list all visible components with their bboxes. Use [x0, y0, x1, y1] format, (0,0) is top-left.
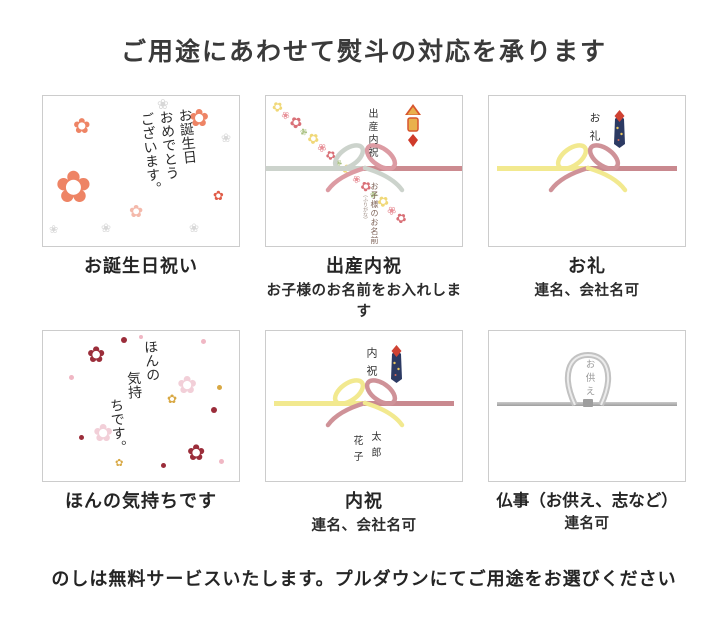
noshi-label: 内祝 — [365, 347, 377, 383]
dot — [121, 337, 127, 343]
dot — [219, 459, 224, 464]
noshi-caption: ほんの気持ちです — [65, 491, 217, 511]
noshi-note — [42, 514, 240, 532]
dot — [79, 435, 84, 440]
noshi-caption: 内祝 — [345, 491, 383, 511]
dot — [201, 339, 206, 344]
noshi-grid: ✿ ✿ ✿ ✿ ✿ ❀ ❀ ❀ ❀ ❀ お誕生日 おめでとう ございます。 お誕… — [0, 95, 728, 535]
noshi-sample-token: ✿ ✿ ✿ ✿ ✿ ✿ ほんの 気持 ちです。 — [42, 330, 240, 482]
noshi-note: 連名可 — [564, 516, 610, 532]
noshi-note — [42, 279, 240, 297]
noshi-sample-uchiiwai: 内祝 太郎 花子 — [265, 330, 463, 482]
noshi-note: 連名、会社名可 — [534, 283, 640, 299]
mizuhiki-bow-icon — [325, 378, 405, 428]
flower-icon: ✿ — [167, 392, 178, 406]
flower-outline-icon: ❀ — [49, 223, 59, 236]
noshi-option-birthday: ✿ ✿ ✿ ✿ ✿ ❀ ❀ ❀ ❀ ❀ お誕生日 おめでとう ございます。 お誕… — [42, 95, 240, 321]
flower-icon: ✿ — [213, 189, 224, 204]
noshi-caption: 出産内祝 — [326, 256, 402, 276]
flower-icon: ✿ — [87, 343, 106, 368]
token-calligraphy: ほんの 気持 ちです。 — [102, 339, 165, 474]
noshi-label: 出産内祝 — [366, 108, 377, 160]
ribbon-right-rose — [364, 166, 462, 171]
noshi-caption: お誕生日祝い — [84, 256, 198, 276]
footer-text: のしは無料サービスいたします。プルダウンにてご用途をお選びください — [51, 569, 677, 589]
noshi-option-thanks: お礼 お礼 連名、会社名可 — [488, 95, 686, 321]
noshi-caption: 仏事（お供え、志など） — [496, 491, 678, 510]
noshi-option-buddhist: お供え 仏事（お供え、志など） 連名可 — [488, 330, 686, 535]
noshi-ornament-icon — [614, 110, 625, 148]
noshi-ornament-icon — [391, 345, 402, 383]
noshi-ornament-icon — [405, 104, 421, 147]
flower-icon: ✿ — [55, 162, 92, 213]
flower-icon: ✿ — [177, 371, 198, 399]
sample-name-right: 太郎 — [369, 431, 380, 463]
page-title: ご用途にあわせて熨斗の対応を承ります — [120, 39, 607, 66]
flower-outline-icon: ❀ — [101, 221, 112, 235]
ribbon-right-rose — [587, 166, 677, 171]
flower-icon: ✿ — [129, 202, 144, 222]
mizuhiki-bow-icon — [325, 143, 405, 193]
flower-icon: ✿ — [115, 458, 124, 469]
noshi-option-baby-gift: ✿❀✿✾✿❀✿✾✿❀✿✾✿❀✿ 出産内祝 お子様のお名前 （ふりがな） 出産内祝… — [265, 95, 463, 321]
noshi-sample-buddhist: お供え — [488, 330, 686, 482]
flower-icon: ✿ — [189, 104, 210, 132]
awaji-knot-icon — [564, 351, 612, 407]
child-name-placeholder: お子様のお名前 — [370, 182, 379, 245]
flower-icon: ✿ — [93, 419, 114, 447]
sample-name-left: 花子 — [351, 435, 362, 467]
dot — [211, 407, 217, 413]
dot — [139, 335, 143, 339]
mizuhiki-bow-icon — [548, 143, 628, 193]
ribbon-left-yellow — [497, 166, 587, 171]
ribbon-right-rose — [364, 401, 454, 406]
noshi-sample-thanks: お礼 — [488, 95, 686, 247]
noshi-sample-baby-gift: ✿❀✿✾✿❀✿✾✿❀✿✾✿❀✿ 出産内祝 お子様のお名前 （ふりがな） — [265, 95, 463, 247]
noshi-option-uchiiwai: 内祝 太郎 花子 内祝 連名、会社名可 — [265, 330, 463, 535]
noshi-label: お供え — [583, 359, 594, 400]
noshi-note: 連名、会社名可 — [311, 518, 417, 534]
noshi-label: お礼 — [588, 112, 600, 148]
noshi-caption: お礼 — [568, 256, 606, 276]
noshi-option-token: ✿ ✿ ✿ ✿ ✿ ✿ ほんの 気持 ちです。 ほんの気持ちです — [42, 330, 240, 535]
flower-icon: ✿ — [73, 114, 91, 138]
dot — [161, 463, 166, 468]
flower-icon: ✿ — [187, 441, 206, 466]
dot — [69, 375, 74, 380]
ribbon-left-yellow — [274, 401, 364, 406]
flower-outline-icon: ❀ — [157, 97, 169, 113]
ribbon-left-silver — [266, 166, 364, 171]
dot — [217, 385, 222, 390]
calligraphy-column: ちです。 — [107, 397, 127, 455]
flower-outline-icon: ❀ — [189, 221, 200, 235]
flower-outline-icon: ❀ — [221, 131, 232, 145]
noshi-note: お子様のお名前をお入れします — [266, 283, 462, 320]
noshi-sample-birthday: ✿ ✿ ✿ ✿ ✿ ❀ ❀ ❀ ❀ ❀ お誕生日 おめでとう ございます。 — [42, 95, 240, 247]
furigana-note: （ふりがな） — [362, 192, 367, 222]
